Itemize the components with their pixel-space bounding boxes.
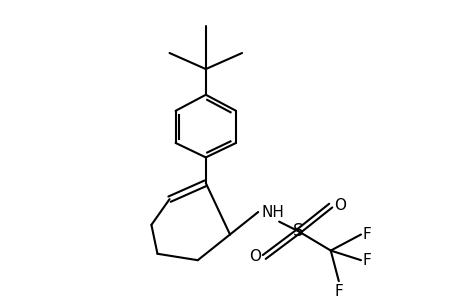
Text: O: O [333, 198, 345, 213]
Text: F: F [362, 253, 371, 268]
Text: S: S [293, 222, 303, 240]
Text: F: F [334, 284, 342, 299]
Text: NH: NH [261, 205, 283, 220]
Text: F: F [362, 227, 371, 242]
Text: O: O [249, 250, 261, 265]
